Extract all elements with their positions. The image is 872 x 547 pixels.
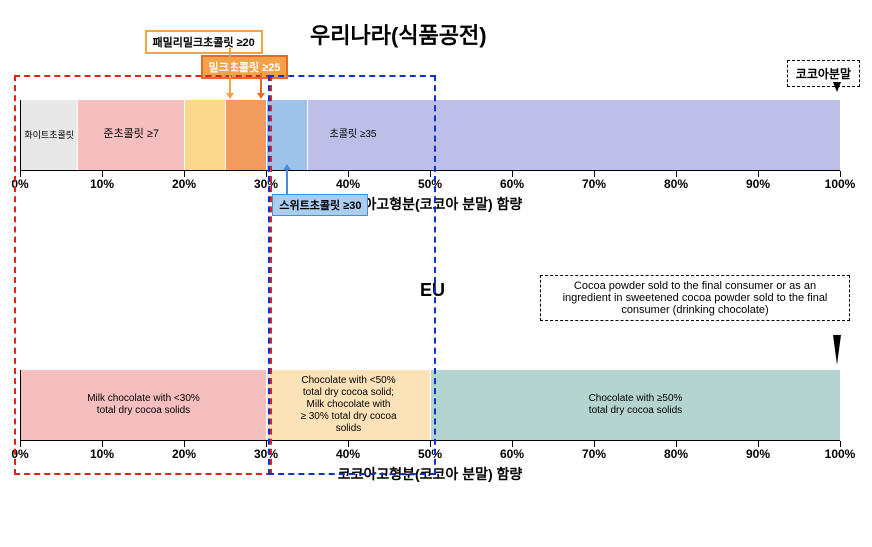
bar-segment [226, 100, 267, 170]
tick-label: 20% [172, 447, 196, 461]
callout-cocoa-powder-eu: Cocoa powder sold to the final consumer … [540, 275, 850, 321]
axis-title-1: 코코아고형분(코코아 분말) 함량 [20, 194, 840, 214]
axis-title-2: 코코아고형분(코코아 분말) 함량 [20, 464, 840, 484]
title-korea: 우리나라(식품공전) [310, 18, 487, 50]
tick-label: 80% [664, 447, 688, 461]
title-eu: EU [420, 280, 445, 301]
bar-segment: Milk chocolate with <30% total dry cocoa… [21, 370, 267, 440]
tick-label: 70% [582, 447, 606, 461]
tick-label: 50% [418, 177, 442, 191]
axis-eu: 0%10%20%30%40%50%60%70%80%90%100% [20, 440, 840, 462]
tick-label: 40% [336, 177, 360, 191]
tick-label: 100% [825, 447, 856, 461]
tick-label: 70% [582, 177, 606, 191]
bar-korea: 화이트초콜릿준초콜릿 ≥7 초콜릿 ≥35 [20, 100, 840, 170]
tick-label: 90% [746, 177, 770, 191]
tick-label: 100% [825, 177, 856, 191]
callout-milk: 밀크초콜릿 ≥25 [201, 55, 289, 79]
tick-label: 60% [500, 447, 524, 461]
tick-label: 0% [11, 177, 28, 191]
tick-label: 10% [90, 177, 114, 191]
bar-segment: 초콜릿 ≥35 [308, 100, 841, 170]
tick-label: 80% [664, 177, 688, 191]
tick-label: 90% [746, 447, 770, 461]
axis-korea: 0%10%20%30%40%50%60%70%80%90%100% [20, 170, 840, 192]
bar-segment [185, 100, 226, 170]
bar-segment: 화이트초콜릿 [21, 100, 78, 170]
tick-label: 30% [254, 447, 278, 461]
bar-segment: Chocolate with <50% total dry cocoa soli… [267, 370, 431, 440]
tick-label: 60% [500, 177, 524, 191]
tick-label: 50% [418, 447, 442, 461]
tick-label: 20% [172, 177, 196, 191]
callout-cocoa-powder-kr: 코코아분말 [787, 60, 860, 87]
tick-label: 0% [11, 447, 28, 461]
tick-label: 10% [90, 447, 114, 461]
chart-korea: 화이트초콜릿준초콜릿 ≥7초콜릿 ≥35 0%10%20%30%40%50%60… [20, 100, 840, 214]
bar-segment: Chocolate with ≥50% total dry cocoa soli… [431, 370, 841, 440]
bar-eu: Milk chocolate with <30% total dry cocoa… [20, 370, 840, 440]
bar-segment: 준초콜릿 ≥7 [78, 100, 185, 170]
callout-family-milk: 패밀리밀크초콜릿 ≥20 [145, 30, 263, 54]
arrow-cocoa-kr [833, 82, 841, 92]
tick-label: 30% [254, 177, 278, 191]
bar-segment [267, 100, 308, 170]
chart-eu: Milk chocolate with <30% total dry cocoa… [20, 370, 840, 484]
callout-sweet: 스위트초콜릿 ≥30 [272, 194, 368, 216]
arrow-cocoa-eu [833, 335, 841, 365]
tick-label: 40% [336, 447, 360, 461]
